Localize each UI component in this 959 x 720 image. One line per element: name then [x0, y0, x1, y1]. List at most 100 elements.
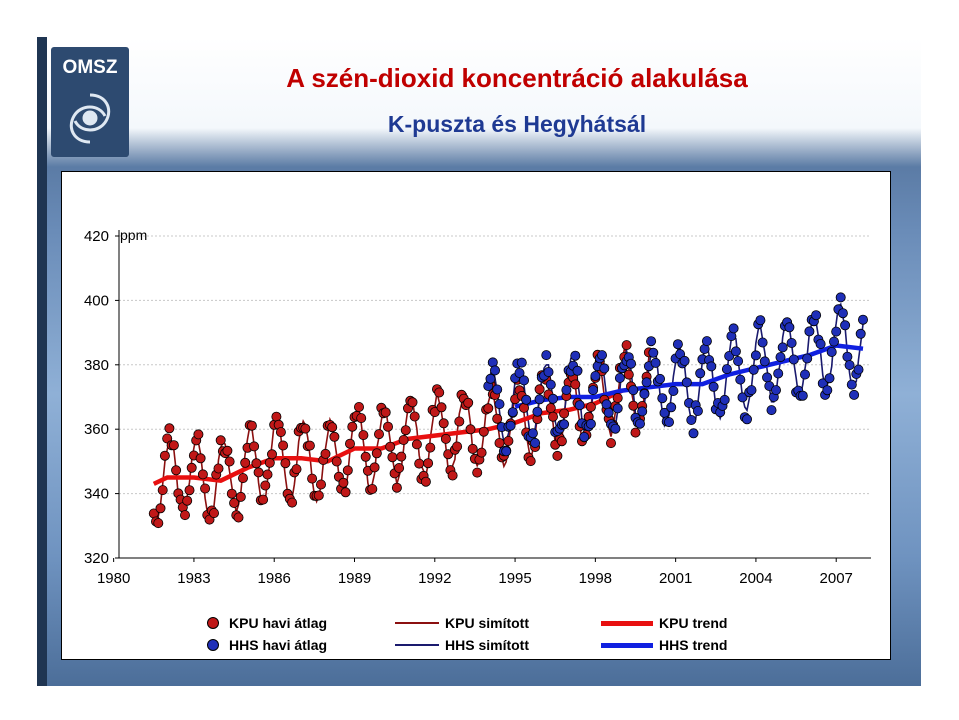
data-point	[817, 378, 828, 389]
data-point	[766, 405, 777, 416]
data-point	[628, 385, 639, 396]
data-point	[664, 417, 675, 428]
data-point	[719, 394, 730, 405]
data-point	[262, 469, 273, 480]
data-point	[414, 458, 425, 469]
chart-panel: ppm 320 340 360 380 400 420 1980 1983 1986 1989 1…	[61, 171, 891, 660]
data-point	[369, 462, 380, 473]
data-point	[762, 372, 773, 383]
data-point	[215, 435, 226, 446]
data-point	[628, 400, 639, 411]
data-point	[804, 326, 815, 337]
data-point	[438, 418, 449, 429]
data-point	[585, 418, 596, 429]
y-tick-label: 340	[84, 486, 109, 503]
data-point	[532, 406, 543, 417]
x-tick-label: 1992	[418, 570, 451, 587]
data-point	[420, 476, 431, 487]
data-point	[527, 428, 538, 439]
data-point	[385, 441, 396, 452]
data-point	[730, 346, 741, 357]
data-point	[434, 387, 445, 398]
data-point	[755, 315, 766, 326]
data-point	[706, 361, 717, 372]
legend-hhs-trend: HHS trend	[601, 637, 727, 653]
data-point	[679, 355, 690, 366]
data-point	[208, 508, 219, 519]
data-point	[672, 339, 683, 350]
data-point	[692, 405, 703, 416]
y-axis-label: ppm	[120, 227, 147, 243]
legend-kpu-trend: KPU trend	[601, 615, 727, 631]
data-point	[559, 419, 570, 430]
data-point	[637, 406, 648, 417]
data-point	[213, 463, 224, 474]
data-point	[742, 414, 753, 425]
data-point	[728, 323, 739, 334]
x-tick-labels: 1980 1983 1986 1989 1992 1995 1998 2001 2004 2007	[97, 570, 853, 587]
data-point	[229, 497, 240, 508]
data-point	[184, 485, 195, 496]
data-point	[463, 397, 474, 408]
data-point	[721, 364, 732, 375]
data-point	[222, 445, 233, 456]
data-point	[824, 373, 835, 384]
chart-legend: KPU havi átlag KPU simított KPU trend HH…	[207, 613, 847, 657]
legend-hhs-dot-icon	[207, 639, 219, 651]
data-point	[641, 377, 652, 388]
y-tick-label: 420	[84, 228, 109, 245]
data-point	[440, 433, 451, 444]
data-point	[686, 414, 697, 425]
data-point	[788, 354, 799, 365]
data-point	[530, 437, 541, 448]
data-point	[666, 402, 677, 413]
data-point	[701, 336, 712, 347]
data-point	[570, 379, 581, 390]
data-point	[621, 340, 632, 351]
data-point	[193, 429, 204, 440]
data-point	[811, 310, 822, 321]
data-point	[695, 368, 706, 379]
data-point	[797, 390, 808, 401]
data-point	[251, 458, 262, 469]
data-point	[826, 346, 837, 357]
data-point	[657, 393, 668, 404]
data-point	[452, 441, 463, 452]
data-point	[382, 421, 393, 432]
data-point	[561, 384, 572, 395]
data-point	[240, 457, 251, 468]
data-point	[606, 438, 617, 449]
data-point	[784, 322, 795, 333]
data-point	[391, 482, 402, 493]
data-point	[639, 388, 650, 399]
slide-header-band	[37, 37, 921, 167]
data-point	[525, 456, 536, 467]
data-point	[543, 366, 554, 377]
data-point	[800, 369, 811, 380]
chart-subtitle: K-puszta és Hegyhátsál	[387, 111, 647, 137]
data-point	[400, 425, 411, 436]
data-point	[360, 451, 371, 462]
data-point	[373, 429, 384, 440]
data-point	[835, 292, 846, 303]
legend-hhs-monthly: HHS havi átlag	[207, 637, 327, 653]
y-tick-label: 320	[84, 550, 109, 567]
data-point	[552, 450, 563, 461]
data-point	[347, 421, 358, 432]
x-tick-label: 1983	[177, 570, 210, 587]
data-point	[168, 440, 179, 451]
data-point	[429, 407, 440, 418]
data-point	[757, 337, 768, 348]
legend-label: KPU simított	[445, 615, 529, 631]
data-point	[610, 423, 621, 434]
data-point	[570, 350, 581, 361]
data-point	[846, 379, 857, 390]
data-point	[494, 437, 505, 448]
data-point	[485, 373, 496, 384]
data-point	[750, 350, 761, 361]
legend-label: HHS trend	[659, 637, 728, 653]
data-point	[822, 385, 833, 396]
data-point	[547, 393, 558, 404]
x-tick-label: 1995	[498, 570, 531, 587]
